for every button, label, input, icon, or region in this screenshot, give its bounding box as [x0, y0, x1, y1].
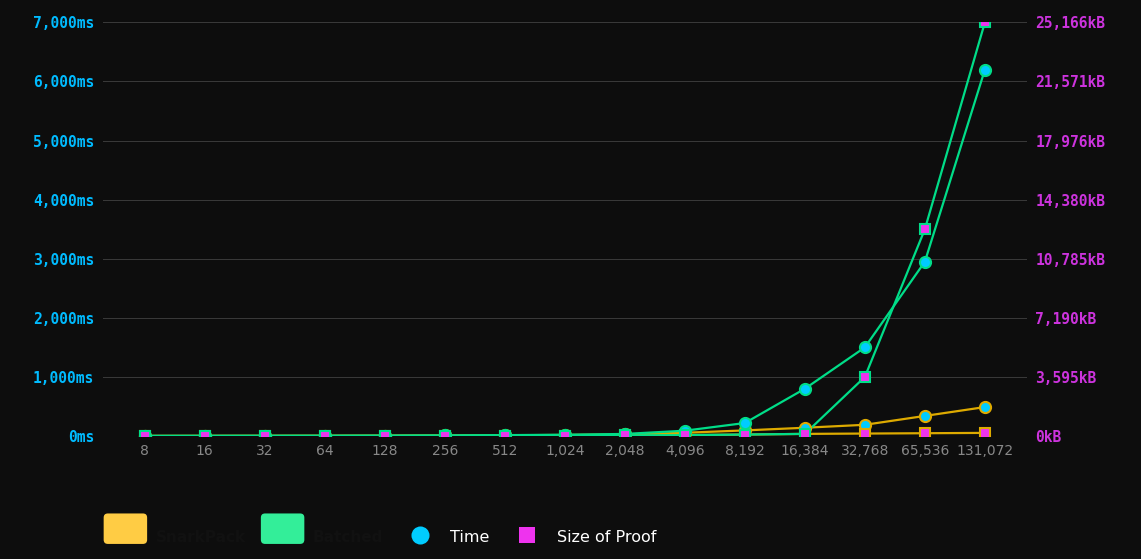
Legend: SnarkPack, Batched, Time, Size of Proof: SnarkPack, Batched, Time, Size of Proof	[102, 521, 663, 552]
